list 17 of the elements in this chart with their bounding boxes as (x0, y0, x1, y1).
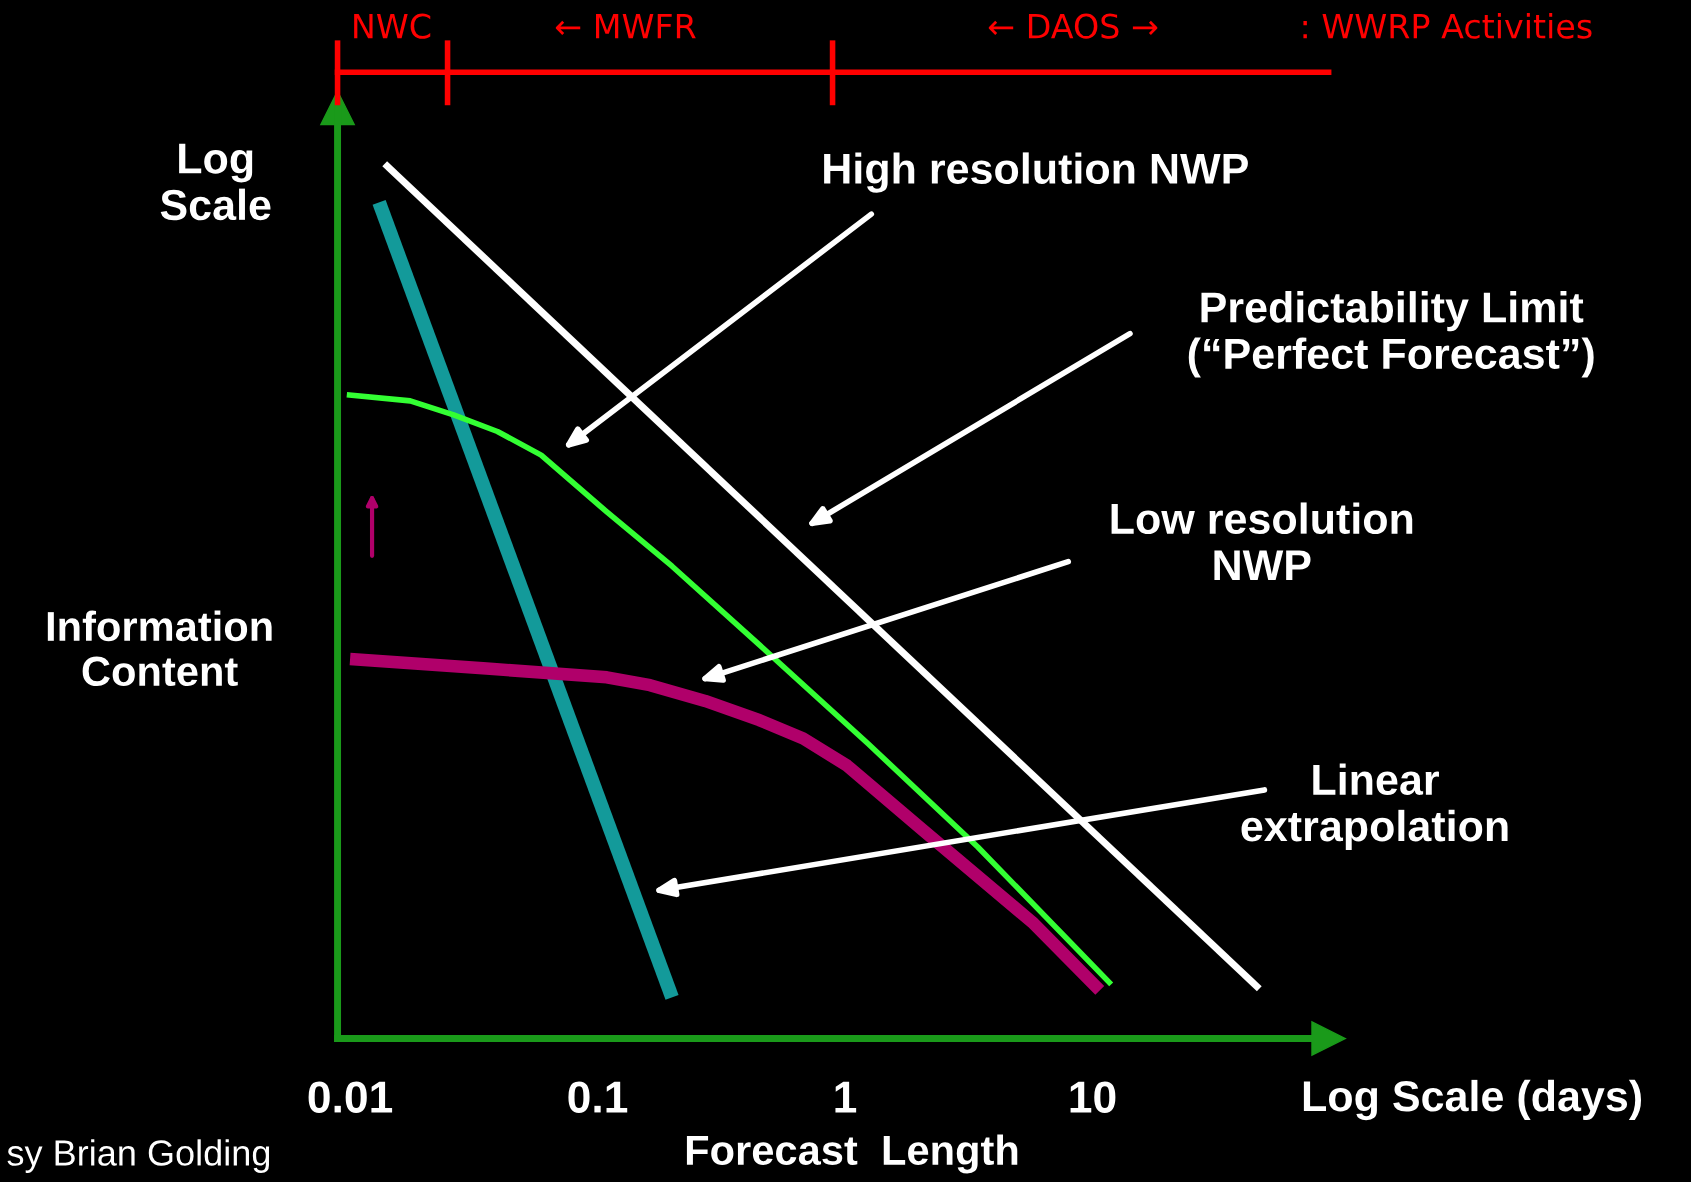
text: sy Brian Golding (7, 1139, 270, 1173)
x-tick-label: 10 (1070, 1081, 1116, 1113)
text: Log Scale (days) (1303, 1079, 1642, 1121)
annotation: High resolution NWP (824, 152, 1248, 193)
text: NWC (354, 13, 431, 39)
x-axis-title: Forecast Length (686, 1134, 1018, 1174)
text: : WWRP Activities (1303, 12, 1592, 39)
text: ← DAOS → (988, 13, 1158, 39)
y-axis-title: Information Content (47, 610, 272, 687)
x-tick-label: 0.01 (308, 1081, 393, 1113)
x-tick-label: 0.1 (568, 1081, 628, 1113)
annotation: Low resolution NWP (1111, 502, 1413, 581)
text: ← MWFR (555, 14, 696, 39)
x-tick-label: 1 (835, 1081, 857, 1113)
text: Log Scale (160, 143, 271, 221)
annotation: Predictability Limit (“Perfect Forecast”) (1188, 291, 1594, 378)
annotation: Linear extrapolation (1241, 763, 1508, 850)
